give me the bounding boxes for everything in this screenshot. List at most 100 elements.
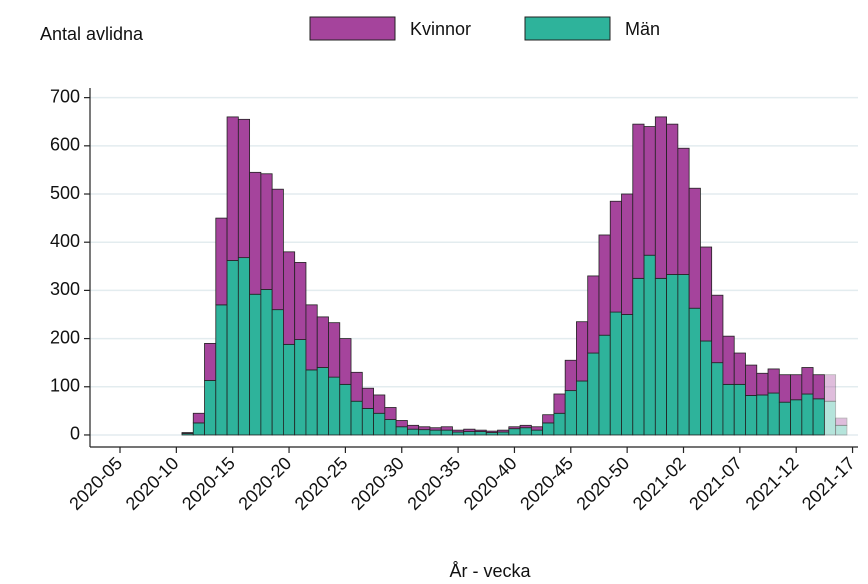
bar-segment	[508, 428, 521, 436]
bar-segment	[778, 401, 791, 436]
bar-segment	[700, 340, 713, 436]
bar-segment	[373, 412, 386, 436]
bar-segment	[553, 412, 566, 436]
bar-segment	[271, 309, 284, 436]
bar-segment	[226, 260, 239, 436]
bar-segment	[373, 394, 386, 414]
bar-segment	[733, 352, 746, 385]
bar-segment	[519, 424, 532, 429]
bar-segment	[283, 343, 296, 436]
bar-segment	[621, 314, 634, 436]
bar-segment	[790, 399, 803, 436]
bar-segment	[463, 431, 476, 436]
bar-segment	[767, 368, 780, 394]
bar-segment	[835, 424, 848, 436]
x-axis-title: År - vecka	[449, 561, 531, 581]
bar-segment	[542, 422, 555, 436]
y-tick-label: 700	[50, 86, 80, 106]
bar-segment	[688, 187, 701, 309]
bar-segment	[812, 398, 825, 436]
bar-segment	[294, 339, 307, 436]
legend-label: Män	[625, 19, 660, 39]
bar-segment	[271, 188, 284, 311]
bar-segment	[294, 262, 307, 340]
bar-segment	[260, 173, 273, 290]
bar-segment	[406, 428, 420, 436]
bar-segment	[609, 200, 622, 313]
bar-segment	[249, 293, 262, 436]
bar-segment	[564, 359, 577, 392]
bar-segment	[722, 335, 735, 385]
bar-segment	[429, 427, 442, 431]
bar-segment	[474, 431, 487, 436]
bar-segment	[587, 275, 600, 354]
bar-segment	[418, 426, 431, 431]
y-tick-label: 200	[50, 327, 80, 347]
legend-swatch	[309, 16, 396, 41]
bar-segment	[564, 390, 577, 436]
y-axis-title: Antal avlidna	[40, 24, 144, 44]
bar-segment	[192, 412, 205, 424]
bar-segment	[215, 217, 228, 306]
bar-segment	[260, 289, 273, 436]
bar-segment	[576, 321, 589, 382]
bar-segment	[237, 118, 251, 259]
bar-segment	[621, 193, 634, 315]
bar-segment	[530, 429, 544, 436]
y-tick-label: 0	[70, 424, 80, 444]
bar-segment	[328, 376, 341, 436]
bar-segment	[654, 277, 667, 436]
bar-segment	[305, 369, 318, 436]
bar-segment	[756, 372, 769, 396]
bar-segment	[440, 429, 453, 436]
bar-segment	[497, 429, 510, 433]
bar-segment	[508, 426, 521, 430]
bar-segment	[790, 374, 803, 401]
bar-segment	[339, 383, 352, 436]
bar-segment	[700, 246, 713, 342]
bar-segment	[305, 304, 318, 371]
bar-segment	[598, 334, 611, 436]
bar-segment	[316, 316, 329, 368]
legend-swatch	[524, 16, 611, 41]
bar-segment	[418, 429, 431, 436]
bar-segment	[553, 393, 566, 414]
bar-segment	[283, 251, 296, 345]
bar-segment	[632, 277, 645, 436]
bar-segment	[384, 407, 397, 420]
bar-segment	[801, 367, 814, 395]
bar-segment	[609, 311, 622, 436]
bar-segment	[361, 387, 374, 409]
bar-segment	[226, 116, 239, 261]
bar-segment	[395, 420, 408, 428]
y-tick-label: 100	[50, 376, 80, 396]
bar-segment	[677, 147, 690, 275]
bar-segment	[316, 367, 329, 436]
bar-segment	[767, 392, 780, 436]
bar-segment	[339, 338, 352, 385]
bar-segment	[688, 307, 701, 436]
bar-segment	[643, 126, 656, 256]
bar-segment	[485, 430, 498, 433]
bar-segment	[350, 371, 363, 402]
bar-segment	[711, 294, 724, 364]
bar-segment	[361, 408, 374, 436]
bar-segment	[542, 414, 555, 424]
bar-segment	[440, 426, 453, 431]
bar-segment	[823, 374, 837, 402]
bar-segment	[350, 400, 363, 436]
bar-segment	[745, 364, 758, 396]
bar-segment	[711, 362, 724, 436]
bar-segment	[384, 419, 397, 436]
bar-segment	[587, 352, 600, 436]
bar-segment	[497, 431, 510, 436]
legend-label: Kvinnor	[410, 19, 471, 39]
bar-segment	[406, 424, 420, 430]
bar-segment	[666, 274, 679, 436]
bar-segment	[677, 274, 690, 436]
bar-segment	[576, 380, 589, 436]
bar-segment	[237, 257, 251, 436]
bar-segment	[733, 383, 746, 436]
bar-segment	[215, 304, 228, 436]
